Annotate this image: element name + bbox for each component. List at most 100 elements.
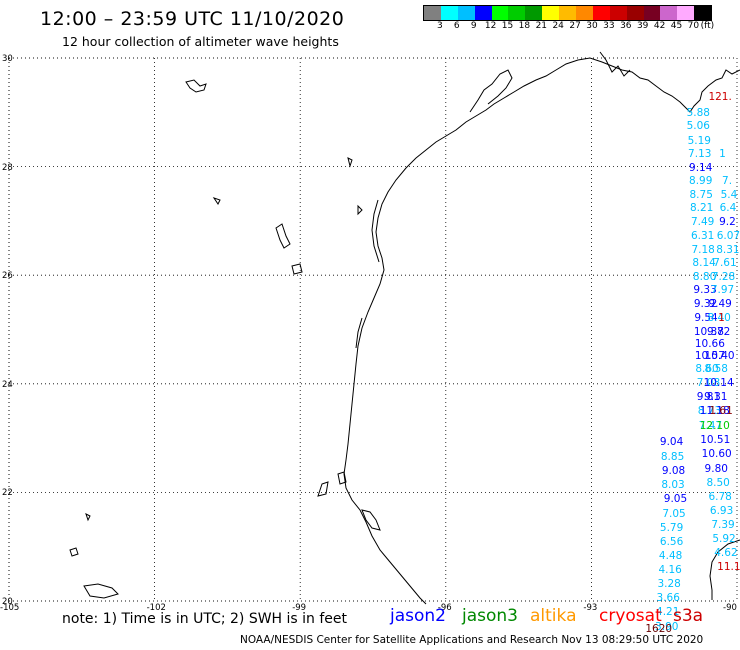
map-title: 12:00 – 23:59 UTC 11/10/2020 (40, 8, 345, 30)
wave-height-value: 121. (708, 91, 732, 104)
gulf-coastline (343, 57, 740, 605)
wave-height-value: 9.80 (704, 462, 728, 475)
legend-label: 15 (501, 21, 514, 31)
wave-height-value: 8.50 (706, 476, 730, 489)
legend-label: 42 (653, 21, 666, 31)
lake-feature-2 (212, 197, 221, 205)
wave-height-value: 9.2 (719, 215, 736, 228)
lat-lon-grid (8, 57, 738, 602)
legend-label: 36 (620, 21, 632, 31)
wave-height-value: 6.93 (709, 504, 734, 517)
legend-swatch (609, 6, 627, 20)
wave-height-value: 6.31 (690, 230, 715, 243)
wave-height-value: 4.16 (658, 564, 682, 577)
lat-tick-label: 20 (2, 597, 13, 607)
legend-label: 39 (636, 21, 649, 31)
legend-swatch (559, 6, 577, 20)
wave-height-value: 7. (722, 175, 733, 188)
wave-height-value: 8.58 (704, 363, 728, 376)
coastline (343, 51, 740, 605)
wave-height-value: 11.1 (717, 561, 740, 574)
wave-height-value: 7.39 (711, 518, 735, 531)
lake-feature-11 (337, 471, 347, 485)
footer-note: note: 1) Time is in UTC; 2) SWH is in fe… (62, 611, 348, 627)
wave-height-value: 9.08 (661, 464, 686, 477)
legend-label: 70 (687, 21, 700, 31)
wave-height-value: 3.90 (655, 620, 679, 633)
wave-height-value: 5.4 (720, 188, 738, 201)
galveston-bay (469, 69, 513, 113)
wave-height-value: 10.38 (693, 325, 724, 338)
legend-swatch (542, 6, 560, 20)
wave-height-value: 9.31 (704, 391, 728, 404)
legend-swatch (694, 6, 712, 20)
wave-height-value: 4.62 (714, 547, 738, 560)
legend-label: 45 (670, 21, 683, 31)
wave-height-value: 11.18 (699, 405, 730, 418)
map-subtitle: 12 hour collection of altimeter wave hei… (62, 34, 339, 49)
wave-height-value: 7.49 (690, 215, 715, 228)
wave-height-value: 8.14 (692, 257, 716, 270)
wave-height-value: 10.66 (694, 337, 725, 350)
legend-swatch (474, 6, 492, 20)
legend-label: (ft) (700, 21, 715, 31)
legend-label: 21 (535, 21, 548, 31)
lake-feature-1 (185, 79, 207, 93)
lat-tick-label: 26 (2, 271, 13, 282)
wave-height-value: 8.80 (692, 270, 717, 283)
wave-height-value: 8.31 (716, 243, 740, 256)
lat-tick-label: 30 (2, 54, 13, 64)
legend-swatch (592, 6, 610, 20)
legend-label: 24 (552, 21, 564, 31)
lon-tick-label: -96 (437, 603, 452, 613)
wave-height-value: 3.66 (656, 592, 680, 605)
wave-height-value: 6.4 (719, 202, 737, 215)
lake-feature-7 (83, 583, 119, 599)
wave-height-value: 1620 (645, 623, 673, 636)
wave-height-value: 9.14 (689, 161, 713, 174)
wave-height-value: 10.40 (704, 349, 735, 362)
wave-height-value: 8.85 (660, 450, 685, 463)
wave-height-value: 7.08 (696, 377, 721, 390)
wave-height-value: 7.28 (711, 270, 736, 283)
wave-height-value: 7.47 (698, 419, 723, 432)
wave-height-value: 5.92 (712, 533, 736, 546)
lake-feature-8 (69, 547, 79, 557)
legend-label: 30 (586, 21, 598, 31)
wave-height-value: 1 (719, 148, 726, 161)
legend-label: 33 (603, 21, 615, 31)
legend-label: 3 (437, 21, 443, 31)
wave-height-value: 9.49 (708, 297, 732, 310)
inland-features (69, 79, 381, 599)
lake-feature-9 (85, 513, 91, 522)
lon-tick-label: -93 (583, 603, 598, 613)
wave-height-value: 7.05 (662, 507, 686, 520)
lake-feature-4 (291, 263, 303, 275)
wave-height-value: 9.05 (663, 492, 688, 505)
wave-height-value: 10.60 (701, 448, 732, 461)
louisiana-bayou (599, 51, 631, 77)
legend-label: 12 (484, 21, 497, 31)
wave-height-value: 9.54 (694, 311, 718, 324)
wave-height-value: 5.79 (659, 521, 684, 534)
wave-height-value: 6.07 (716, 230, 740, 243)
laguna-madre (355, 317, 363, 349)
credit-line: NOAA/NESDIS Center for Satellite Applica… (240, 634, 704, 646)
wave-height-value: 4.21 (656, 606, 680, 619)
wave-height-value: 3.28 (657, 578, 681, 591)
wave-height-value: 10.14 (703, 377, 734, 390)
legend-label: 6 (453, 21, 460, 31)
legend-swatch (491, 6, 509, 20)
lake-feature-3 (275, 223, 291, 249)
legend-swatch (440, 6, 458, 20)
padre-island (371, 199, 380, 263)
satellite-altika: altika (530, 606, 577, 626)
wave-height-value: 12.10 (699, 419, 730, 432)
wave-height-value: 8.21 (689, 202, 714, 215)
satellite-jason3: jason3 (462, 606, 518, 626)
wave-height-value: 8.40 (707, 311, 731, 324)
lake-feature-10 (317, 481, 329, 497)
legend-swatch (457, 6, 475, 20)
lon-tick-label: -99 (292, 603, 307, 613)
